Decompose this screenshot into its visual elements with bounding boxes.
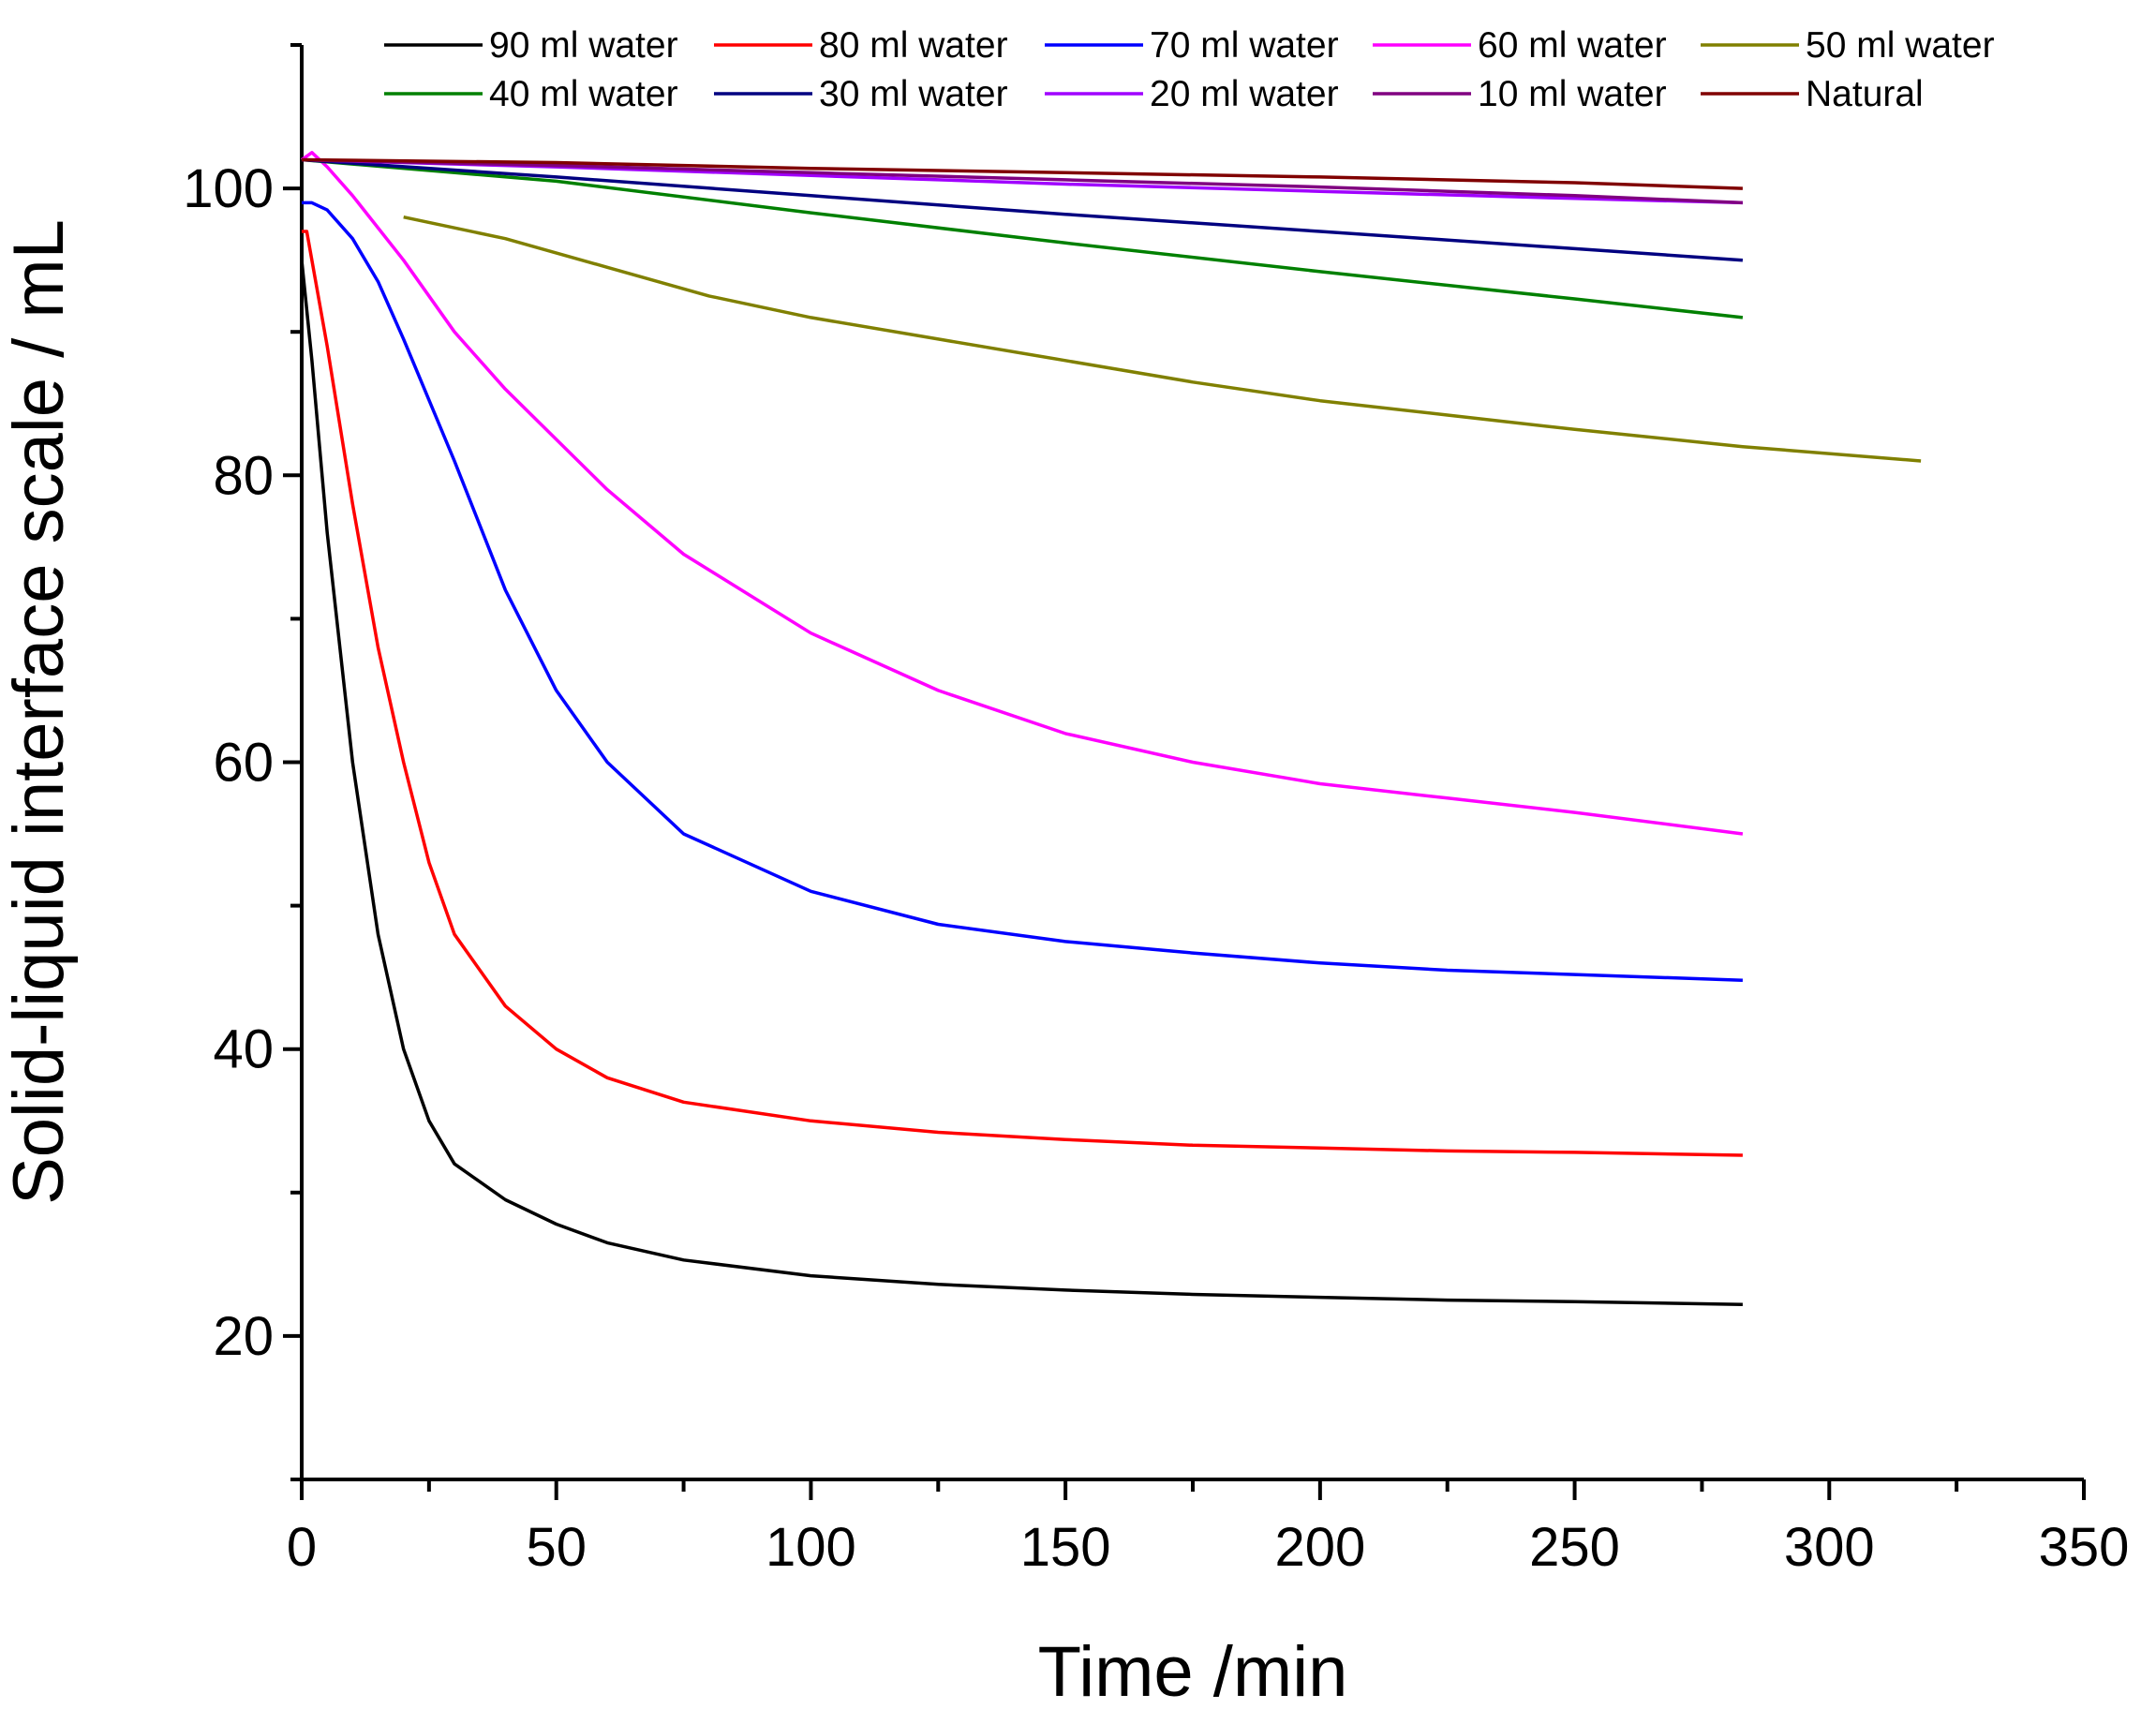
legend-label: 90 ml water [489, 25, 678, 66]
legend: 90 ml water 80 ml water 70 ml water 60 ml w… [384, 25, 1995, 114]
series-line-10 [301, 157, 1743, 190]
y-axis-title: Solid-liquid interface scale / mL [0, 219, 79, 1205]
series-line-3 [302, 201, 1743, 982]
series-line-1 [300, 260, 1743, 1306]
series-line-6 [301, 157, 1744, 320]
legend-label: Natural [1806, 74, 1924, 114]
series-line-7 [301, 157, 1744, 262]
x-tick-label: 0 [287, 1517, 317, 1578]
x-tick-label: 350 [2039, 1517, 2130, 1578]
series-line-5 [403, 215, 1922, 463]
x-axis-title: Time /min [1038, 1632, 1348, 1709]
legend-label: 50 ml water [1806, 25, 1995, 66]
series-line-9 [301, 157, 1743, 205]
x-tick-label: 100 [766, 1517, 856, 1578]
x-tick-label: 150 [1020, 1517, 1111, 1578]
x-tick-label: 300 [1784, 1517, 1875, 1578]
legend-label: 70 ml water [1150, 25, 1339, 66]
legend-label: 60 ml water [1478, 25, 1667, 66]
y-tick-label: 20 [213, 1306, 274, 1367]
y-tick-label: 60 [213, 733, 274, 794]
legend-label: 20 ml water [1150, 74, 1339, 114]
x-tick-label: 200 [1274, 1517, 1365, 1578]
y-tick-label: 40 [213, 1019, 274, 1080]
legend-label: 40 ml water [489, 74, 678, 114]
legend-label: 10 ml water [1478, 74, 1667, 114]
series-line-2 [302, 230, 1743, 1157]
axes: 0 50 100 150 200 250 300 350 20 40 60 80 100 [183, 43, 2130, 1578]
legend-label: 80 ml water [819, 25, 1008, 66]
plot-area [300, 151, 1922, 1306]
x-tick-label: 50 [526, 1517, 587, 1578]
y-tick-label: 100 [183, 158, 274, 219]
x-tick-label: 250 [1529, 1517, 1620, 1578]
y-tick-label: 80 [213, 445, 274, 506]
series-line-4 [300, 151, 1744, 836]
legend-label: 30 ml water [819, 74, 1008, 114]
